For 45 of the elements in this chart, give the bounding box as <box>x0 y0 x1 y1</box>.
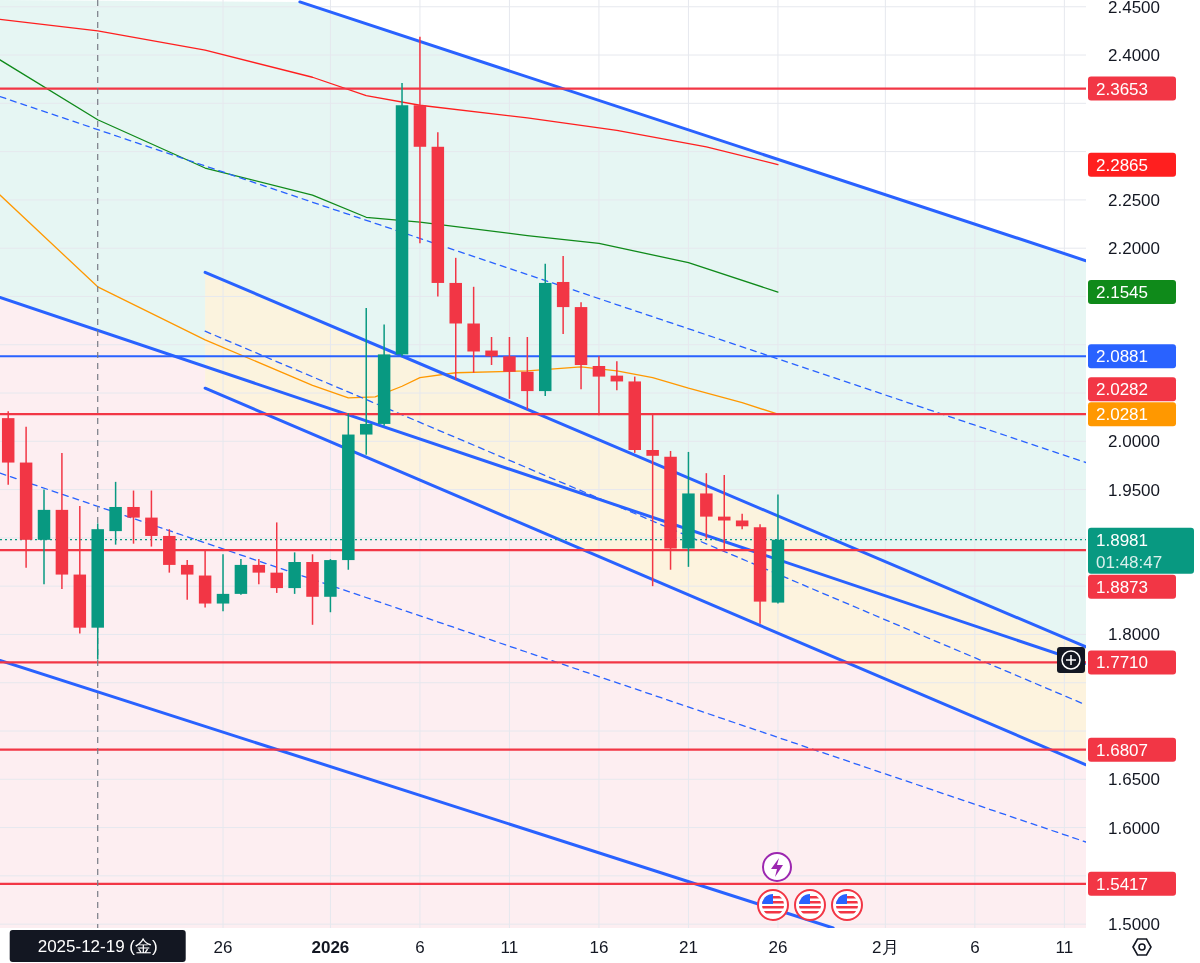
y-tick-label: 1.9500 <box>1108 480 1160 500</box>
candlestick <box>252 558 266 585</box>
x-tick-label: 6 <box>970 937 980 957</box>
y-tick-label: 2.0000 <box>1108 432 1160 452</box>
y-tick-label: 2.2000 <box>1108 239 1160 259</box>
ref-line-label: 1.7710 <box>1096 653 1148 673</box>
candlestick <box>127 489 140 545</box>
y-tick-label: 2.2500 <box>1108 190 1160 210</box>
ref-line-label: 2.3653 <box>1096 79 1148 99</box>
ref-line-label: 1.8873 <box>1096 577 1148 597</box>
candlestick <box>521 336 534 411</box>
y-tick-label: 1.6000 <box>1108 818 1160 838</box>
candlestick <box>180 559 194 601</box>
x-tick-label: 6 <box>415 937 425 957</box>
x-tick-label: 16 <box>589 937 609 957</box>
candlestick <box>145 489 158 548</box>
text: 2.1545 <box>1096 283 1148 303</box>
x-tick-label: 26 <box>213 937 233 957</box>
ref-line-label: 2025-12-19 (金) <box>37 936 158 956</box>
x-tick-label: 26 <box>768 937 788 957</box>
text: 2.0281 <box>1096 405 1148 425</box>
candlestick <box>503 336 516 400</box>
x-tick-label: 21 <box>678 937 698 957</box>
text: 2.2865 <box>1096 155 1148 175</box>
y-tick-label: 2.4000 <box>1108 45 1160 65</box>
y-tick-label: 1.8000 <box>1108 625 1160 645</box>
line-series <box>0 18 779 166</box>
ref-line-label: 1.5417 <box>1096 874 1148 894</box>
ref-line-label: 2.0282 <box>1096 380 1148 400</box>
y-tick-label: 1.6500 <box>1108 770 1160 790</box>
ref-line-label: 1.6807 <box>1096 740 1148 760</box>
y-tick-label: 1.5000 <box>1108 915 1160 935</box>
y-tick-label: 2.4500 <box>1108 0 1160 17</box>
ref-line-label: 1.8981 <box>1096 530 1148 550</box>
ref-line-label: 2.0881 <box>1096 347 1148 367</box>
candlestick <box>485 336 498 366</box>
x-tick-label: 11 <box>1055 937 1074 957</box>
line-series <box>0 59 779 293</box>
candlestick <box>700 472 713 540</box>
x-tick-label: 11 <box>500 937 519 957</box>
x-tick-label: 2026 <box>311 937 350 957</box>
x-tick-label: 2月 <box>872 937 899 957</box>
candlestick <box>216 553 230 613</box>
text: 01:48:47 <box>1096 552 1163 572</box>
candlestick <box>359 307 373 456</box>
